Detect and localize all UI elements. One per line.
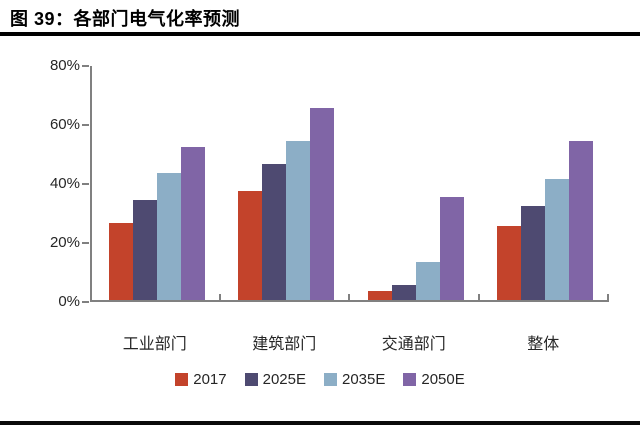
y-tick-label: 40%	[49, 175, 80, 192]
bar-2035E	[415, 261, 440, 300]
chart-legend: 2017 2025E 2035E 2050E	[0, 371, 640, 388]
legend-item-2017: 2017	[175, 371, 227, 388]
y-tick-mark	[82, 183, 89, 185]
legend-swatch-icon	[175, 373, 189, 386]
bar-2035E	[286, 140, 311, 300]
legend-item-2035E: 2035E	[324, 371, 385, 388]
category-boundary-tick	[348, 294, 350, 302]
y-tick-mark	[82, 65, 89, 67]
plot-area	[90, 66, 608, 302]
category-boundary-tick	[477, 294, 480, 302]
legend-label: 2050E	[421, 371, 465, 388]
bar-group	[92, 66, 222, 300]
bar-2050E	[180, 146, 205, 300]
y-tick-mark	[82, 301, 89, 303]
category-boundary-tick	[607, 294, 609, 302]
bar-2017	[238, 190, 263, 300]
bar-group	[222, 66, 352, 300]
legend-swatch-icon	[324, 373, 337, 386]
legend-swatch-icon	[403, 373, 417, 386]
bar-group	[481, 66, 611, 300]
legend-label: 2035E	[342, 371, 386, 388]
x-category-label: 工业部门	[122, 336, 187, 353]
bar-2050E	[569, 140, 594, 300]
bar-2025E	[132, 199, 157, 300]
bar-2025E	[521, 205, 546, 300]
bar-2050E	[439, 196, 464, 300]
y-tick-label: 60%	[49, 116, 80, 133]
bar-group	[351, 66, 481, 300]
x-category-label: 整体	[527, 336, 560, 353]
figure-title: 图 39：各部门电气化率预测	[10, 9, 241, 29]
y-tick-label: 80%	[49, 57, 80, 74]
y-tick-mark	[82, 242, 89, 244]
legend-item-2050E: 2050E	[403, 371, 465, 388]
legend-label: 2025E	[262, 371, 306, 388]
y-tick-label: 20%	[49, 234, 80, 251]
title-divider	[0, 32, 640, 36]
x-category-label: 建筑部门	[252, 336, 317, 353]
x-category-label: 交通部门	[381, 336, 446, 353]
category-boundary-tick	[218, 294, 221, 302]
legend-item-2025E: 2025E	[244, 371, 306, 388]
bar-2050E	[310, 108, 335, 300]
bar-2025E	[262, 164, 287, 300]
y-tick-label: 0%	[58, 293, 80, 310]
bottom-divider	[0, 421, 640, 425]
y-tick-mark	[82, 124, 89, 126]
bar-2025E	[391, 285, 416, 300]
bar-2017	[497, 226, 522, 300]
legend-swatch-icon	[244, 373, 258, 386]
bar-2035E	[545, 179, 570, 300]
bar-2017	[108, 223, 133, 300]
bar-2017	[367, 291, 392, 300]
bar-2035E	[156, 173, 181, 300]
legend-label: 2017	[193, 371, 227, 388]
